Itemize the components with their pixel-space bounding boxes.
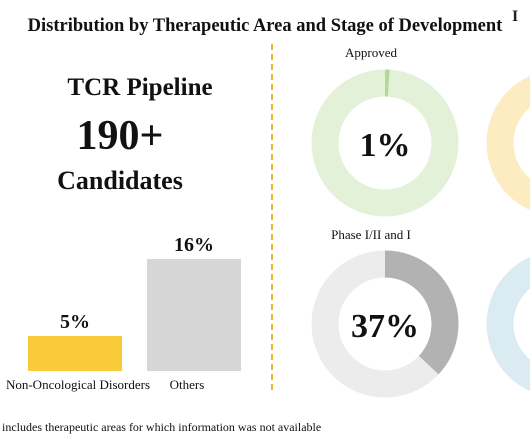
pipeline-count: 190+ [76, 113, 164, 159]
bar-1 [147, 259, 241, 371]
section-divider [271, 44, 273, 390]
donut-approved-label: Approved [345, 45, 397, 60]
bar-data-label-1: 16% [174, 234, 214, 256]
bar-0 [28, 336, 122, 371]
donut-approved-center-label: 1% [360, 127, 411, 164]
donut-phase-center-label: 37% [351, 308, 419, 345]
bar-category-label-1: Others [170, 377, 205, 392]
bar-category-label-0: Non-Oncological Disorders [6, 377, 150, 392]
donut-phase-label: Phase I/II and I [331, 227, 411, 242]
donut-cropped-bottom [486, 256, 530, 392]
donut-phase-segment [384, 250, 459, 375]
pipeline-unit: Candidates [57, 166, 183, 195]
bar-data-label-0: 5% [60, 311, 90, 333]
chart-title: Distribution by Therapeutic Area and Sta… [27, 16, 503, 36]
pipeline-heading: TCR Pipeline [67, 74, 213, 101]
footnote: includes therapeutic areas for which inf… [2, 420, 322, 434]
logo-fragment: I [512, 8, 519, 25]
donut-cropped-top [486, 75, 530, 211]
